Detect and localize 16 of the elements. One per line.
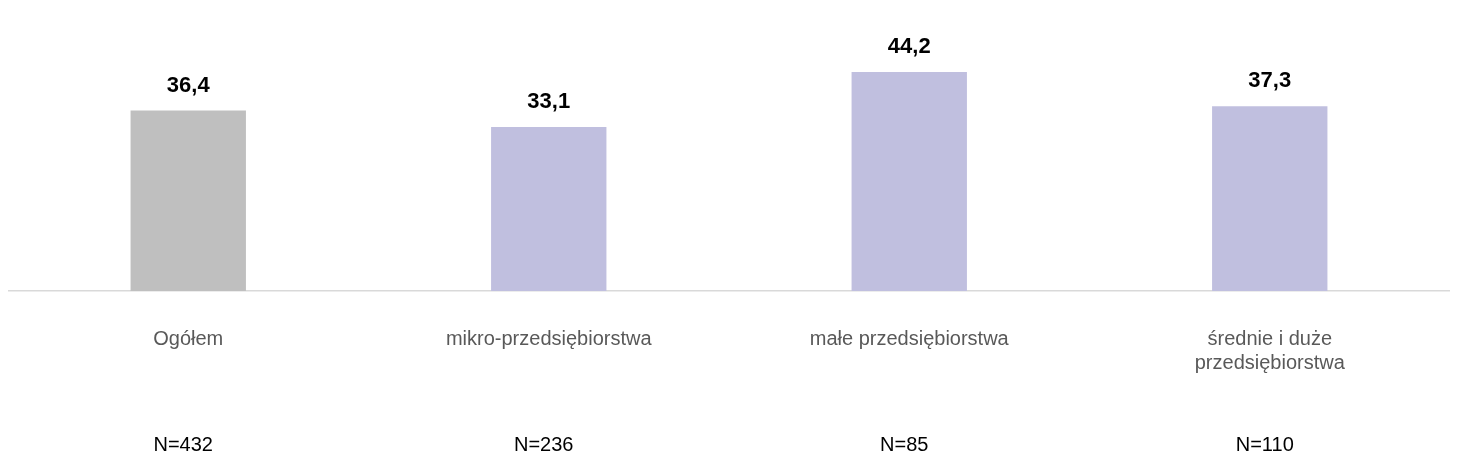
data-label: 44,2 [887,33,931,59]
x-tick-label: średnie i duże przedsiębiorstwa [1194,326,1346,373]
data-label: 36,4 [166,71,211,97]
text: N=432 [153,433,213,455]
data-label: 37,3 [1248,67,1292,93]
text: N=236 [514,433,574,455]
data-label: 33,1 [527,88,571,114]
x-tick-label: mikro-przedsiębiorstwa [445,326,653,349]
bar [851,71,967,291]
bar [491,126,607,291]
text: N=110 [1235,433,1294,455]
bar [1212,106,1328,291]
x-tick-label: Ogółem [153,326,224,349]
text: N=85 [880,433,929,455]
x-tick-label: małe przedsiębiorstwa [809,326,1010,349]
bar [130,110,246,291]
